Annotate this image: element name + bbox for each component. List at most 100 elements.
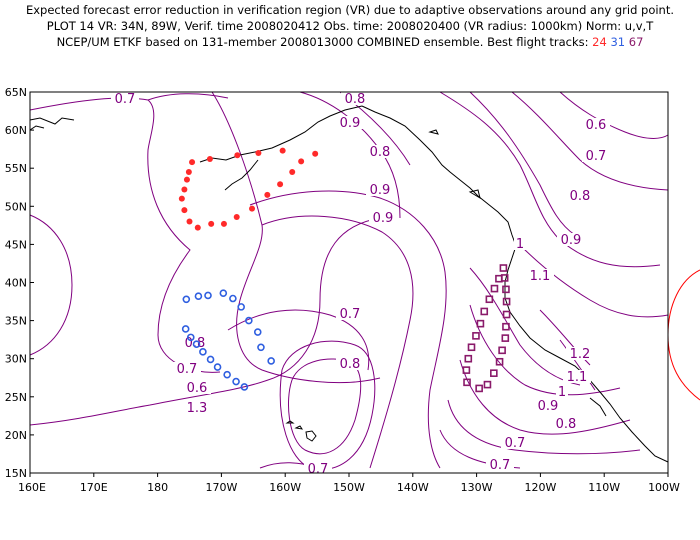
title-line-3: NCEP/UM ETKF based on 131-member 2008013… bbox=[0, 34, 700, 50]
contour-label: 0.6 bbox=[586, 118, 607, 133]
contour-label-bg bbox=[173, 362, 201, 375]
track-67-point bbox=[480, 307, 489, 316]
lat-label: 60N bbox=[5, 124, 27, 137]
contour-label: 1.1 bbox=[530, 269, 551, 284]
lat-label: 30N bbox=[5, 353, 27, 366]
lon-label: 110W bbox=[588, 481, 620, 494]
contour-label: 0.9 bbox=[373, 211, 394, 226]
contour-label-bg bbox=[336, 357, 364, 370]
lon-label: 160E bbox=[18, 481, 46, 494]
contour-label: 0.9 bbox=[340, 116, 361, 131]
track-31-point bbox=[204, 291, 212, 300]
contour-label: 0.9 bbox=[538, 399, 559, 414]
contour-label: 0.7 bbox=[490, 458, 511, 473]
contour-label-bg bbox=[501, 436, 529, 449]
contour-label: 0.7 bbox=[340, 307, 361, 322]
track-31-point bbox=[267, 357, 275, 365]
track-67-point bbox=[501, 334, 510, 342]
contour-label: 0.7 bbox=[586, 149, 607, 164]
contour-label: 0.8 bbox=[340, 357, 361, 372]
contour-label-bg bbox=[556, 385, 568, 398]
title-line-3-text: NCEP/UM ETKF based on 131-member 2008013… bbox=[56, 35, 589, 49]
contour-label-bg bbox=[304, 462, 332, 475]
track-67-point bbox=[472, 332, 480, 340]
lat-label: 20N bbox=[5, 429, 27, 442]
contour-label-bg bbox=[534, 399, 562, 412]
flight-track-67 bbox=[462, 264, 511, 393]
contour-label: 1.1 bbox=[567, 370, 588, 385]
track-24-point bbox=[208, 220, 215, 227]
contour-label-bg bbox=[563, 370, 591, 383]
track-67-point bbox=[476, 319, 485, 328]
track-31-point bbox=[181, 325, 190, 333]
lon-label: 130W bbox=[461, 481, 493, 494]
flight-tracks bbox=[178, 147, 511, 393]
verification-region-circle bbox=[667, 269, 700, 401]
track-31-point bbox=[186, 333, 195, 342]
track-31-point bbox=[206, 355, 215, 364]
track-24-point bbox=[194, 224, 201, 231]
track-31-point bbox=[245, 316, 253, 325]
track-67-point bbox=[464, 354, 473, 363]
lon-label: 140W bbox=[397, 481, 429, 494]
track-24-point bbox=[189, 159, 196, 166]
track-67-point bbox=[485, 295, 494, 304]
contour-label-bg bbox=[111, 92, 139, 105]
track-24-point bbox=[298, 158, 305, 165]
track-67-point bbox=[463, 378, 471, 387]
track-24-point bbox=[312, 150, 319, 157]
contour-label: 0.8 bbox=[370, 145, 391, 160]
track-24-point bbox=[185, 169, 192, 176]
track-31-point bbox=[253, 328, 262, 336]
track-31-point bbox=[237, 303, 245, 311]
track-31-point bbox=[229, 294, 237, 303]
contour-label-bg bbox=[566, 189, 594, 202]
track-31-point bbox=[194, 292, 203, 301]
track-24-point bbox=[220, 220, 227, 227]
track-24-point bbox=[289, 169, 296, 176]
contour-label-bg bbox=[526, 269, 554, 282]
track-31-point bbox=[219, 289, 228, 297]
track-24-point bbox=[183, 176, 190, 183]
track-31-point bbox=[257, 343, 265, 352]
coastlines bbox=[29, 105, 669, 463]
lat-label: 65N bbox=[5, 86, 27, 99]
contour-label-bg bbox=[514, 237, 526, 250]
title-line-2: PLOT 14 VR: 34N, 89W, Verif. time 200802… bbox=[46, 19, 654, 33]
track-24-point bbox=[234, 152, 241, 159]
contour-label: 1.2 bbox=[570, 347, 591, 362]
track-31-point bbox=[213, 363, 222, 371]
track-67-point bbox=[483, 380, 492, 389]
lon-label: 120W bbox=[524, 481, 556, 494]
track-24-point bbox=[186, 218, 193, 225]
track-24-point bbox=[178, 195, 185, 202]
track-31-point bbox=[240, 383, 249, 391]
contour-label: 0.6 bbox=[187, 381, 208, 396]
lon-label: 170E bbox=[80, 481, 108, 494]
axis-ticks bbox=[29, 91, 669, 477]
contour-lines bbox=[29, 91, 669, 470]
contour-label: 0.7 bbox=[115, 92, 136, 107]
lon-label: 160W bbox=[269, 481, 301, 494]
plot-frame bbox=[29, 91, 669, 474]
contour-label-bg bbox=[366, 145, 394, 158]
track-67-point bbox=[502, 322, 510, 331]
contour-label: 0.7 bbox=[308, 462, 329, 477]
lat-label: 35N bbox=[5, 315, 27, 328]
longitude-labels: 160E 170E 180 170W 160W 150W 140W 130W 120W 110W 1… bbox=[18, 481, 680, 494]
track-67-point bbox=[499, 264, 508, 272]
lon-label: 180 bbox=[147, 481, 168, 494]
track-31-label: 31 bbox=[610, 35, 626, 49]
track-24-point bbox=[249, 205, 256, 212]
title-line-1: Expected forecast error reduction in ver… bbox=[25, 3, 675, 17]
contour-label-bg bbox=[582, 149, 610, 162]
lat-label: 45N bbox=[5, 238, 27, 251]
track-67-point bbox=[502, 310, 511, 319]
contour-label-bg bbox=[566, 347, 594, 360]
contour-label-bg bbox=[366, 183, 394, 196]
track-31-point bbox=[192, 340, 201, 349]
plot-title: Expected forecast error reduction in ver… bbox=[0, 2, 700, 50]
lon-label: 100W bbox=[648, 481, 680, 494]
lat-label: 25N bbox=[5, 391, 27, 404]
